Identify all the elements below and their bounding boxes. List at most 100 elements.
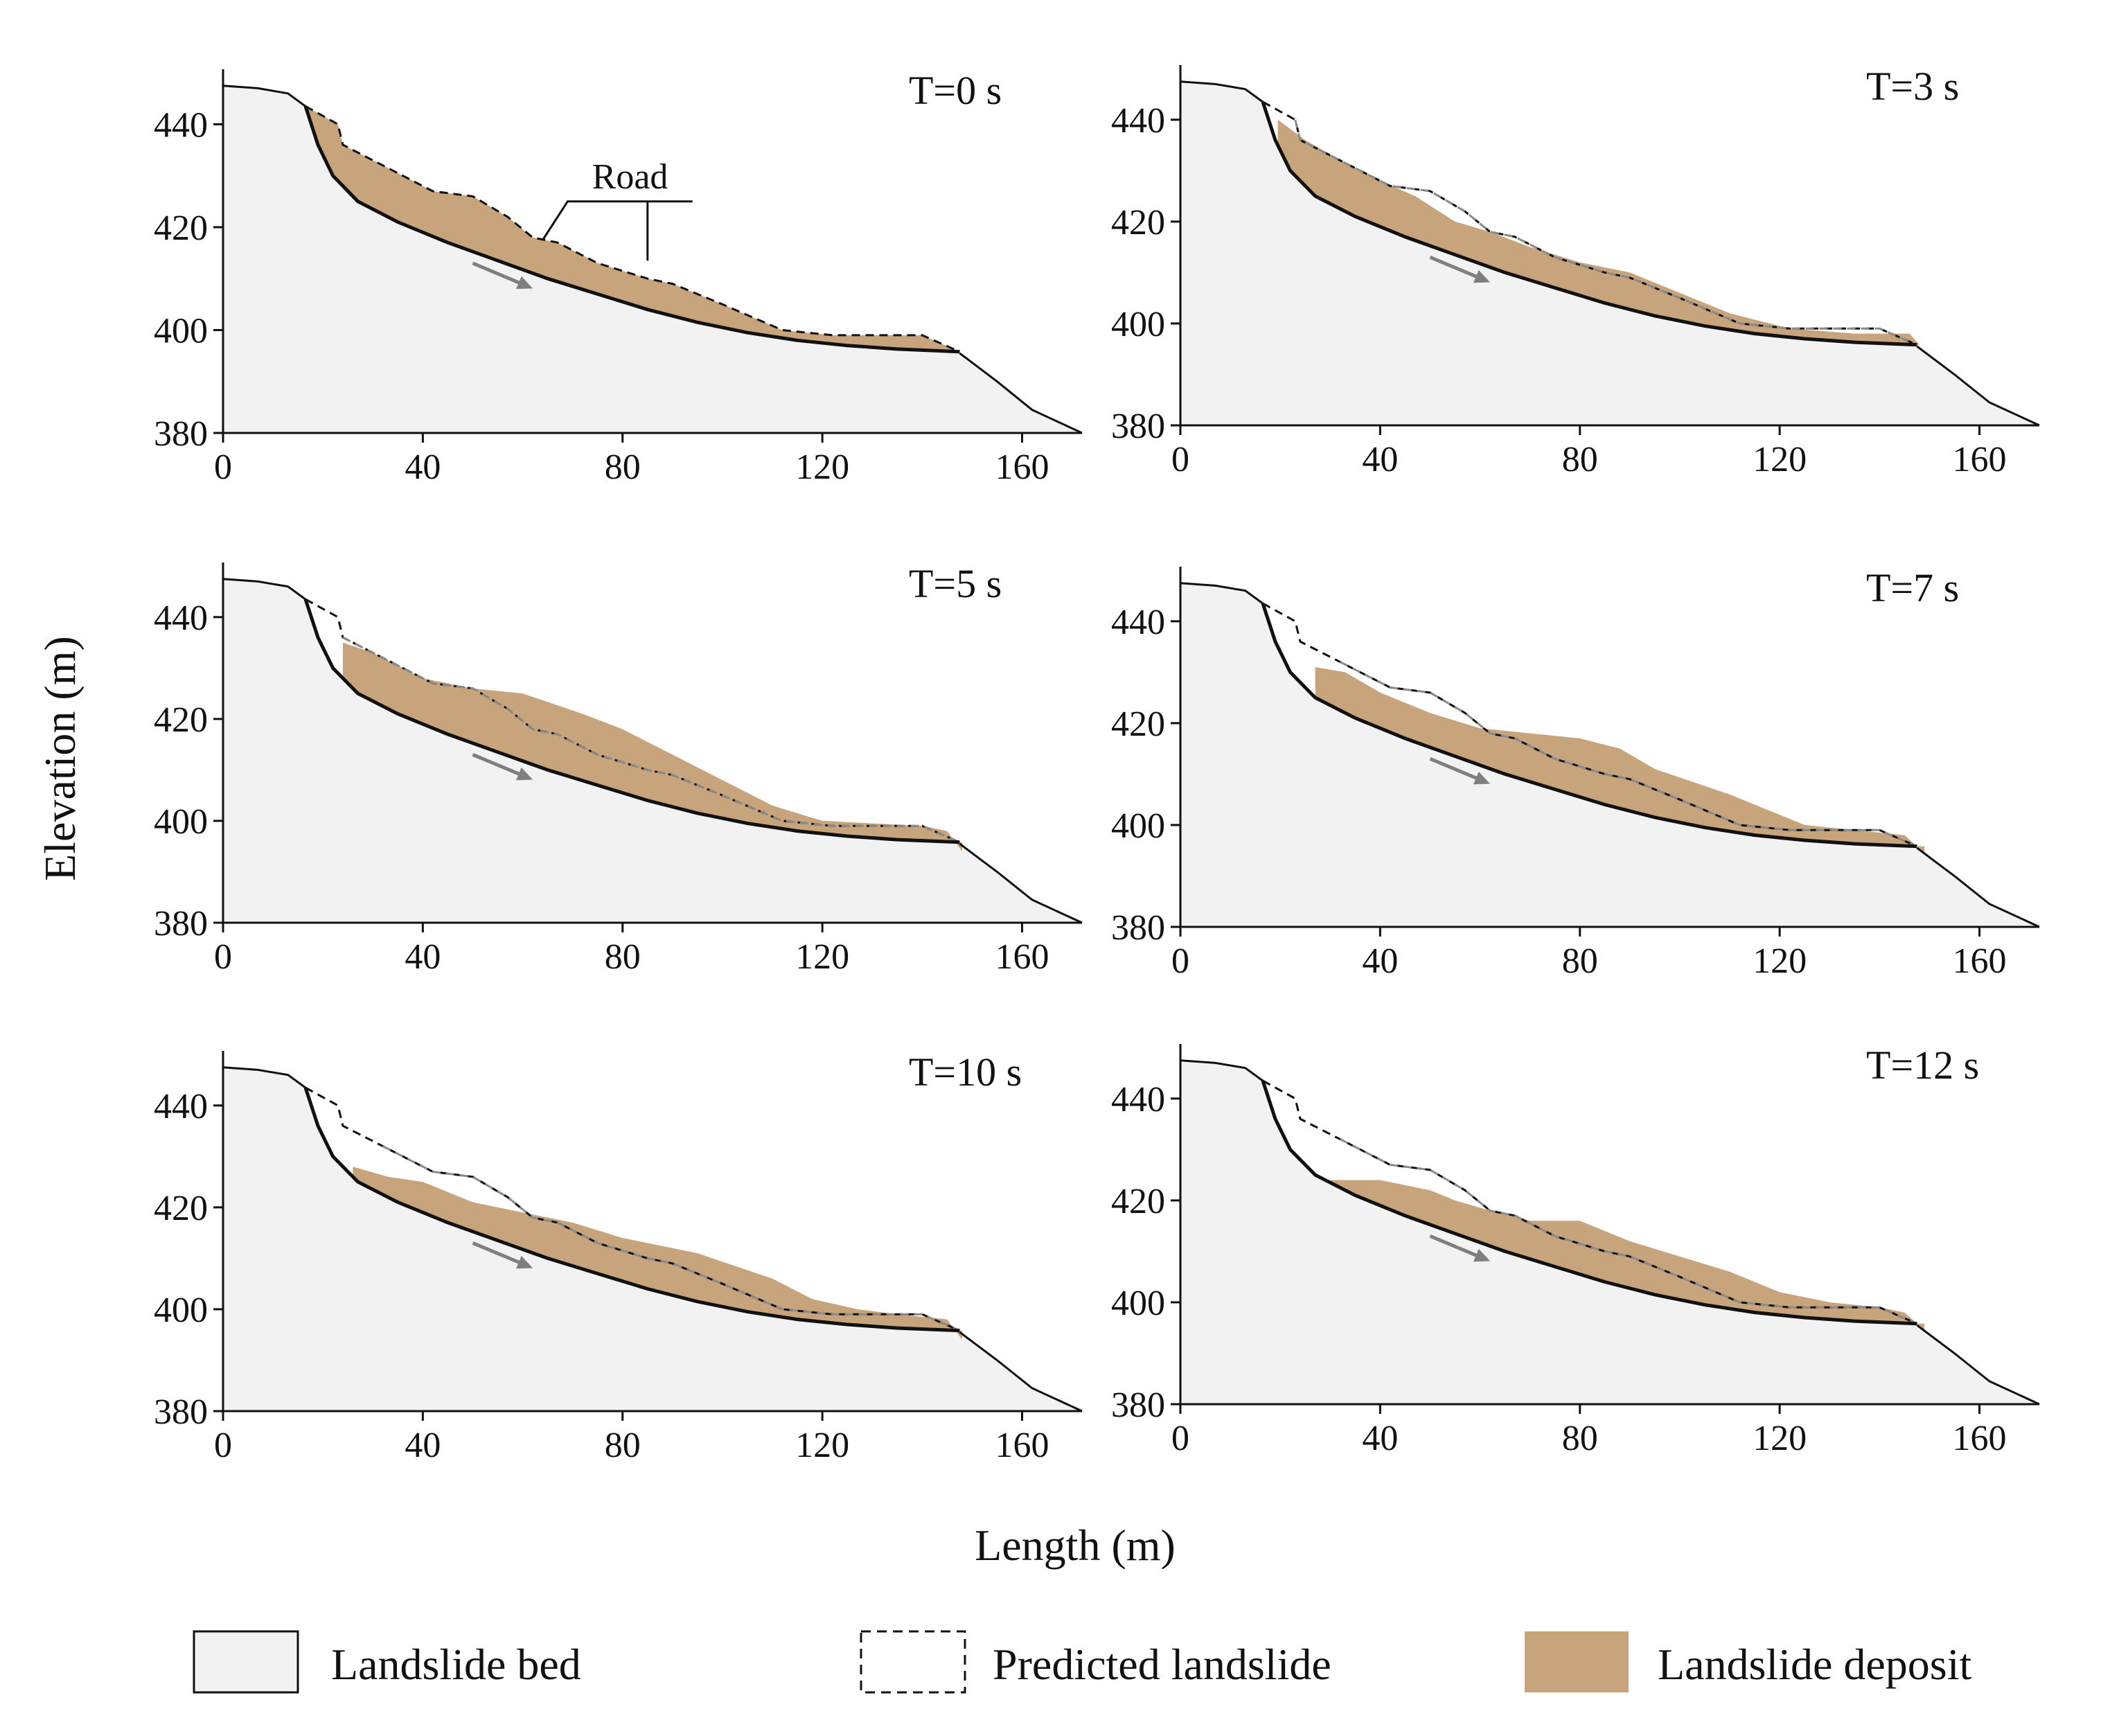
x-tick-label: 80 <box>605 1426 641 1465</box>
panel-4: 380 400 420 440 0 40 80 120 160 T=7 s <box>1111 565 2040 981</box>
landslide-bed-area <box>223 1067 1082 1411</box>
y-tick-label: 400 <box>1111 305 1165 344</box>
terrain-toe-line <box>1916 345 2040 427</box>
y-tick-label: 380 <box>1111 1385 1165 1425</box>
legend: Landslide bed Predicted landslide Landsl… <box>193 1630 1971 1694</box>
landslide-deposit <box>305 106 960 352</box>
x-tick-label: 120 <box>1753 941 1807 981</box>
road-label: Road <box>592 157 668 197</box>
panel-3: 380 400 420 440 0 40 80 120 160 T=5 s <box>154 561 1083 977</box>
panel-time-label: T=7 s <box>1866 565 1959 610</box>
x-tick-label: 80 <box>605 448 641 487</box>
terrain-crest-line <box>222 578 306 601</box>
y-tick-label: 440 <box>1111 603 1165 642</box>
x-axis-label: Length (m) <box>975 1521 1176 1570</box>
x-tick-label: 80 <box>605 937 641 977</box>
terrain-toe-line <box>959 842 1083 924</box>
legend-label-predicted: Predicted landslide <box>993 1640 1331 1689</box>
panel-time-label: T=0 s <box>909 68 1002 113</box>
x-tick-label: 160 <box>1952 440 2006 479</box>
landslide-bed-area <box>1180 81 2039 425</box>
predicted-line-within-deposit <box>1340 661 1917 848</box>
y-tick-label: 400 <box>154 1291 208 1330</box>
predicted-line-within-deposit <box>1340 1138 1917 1325</box>
y-axis-label: Elevation (m) <box>35 636 85 881</box>
terrain-toe-line <box>959 352 1083 434</box>
x-tick-label: 40 <box>405 937 441 977</box>
panel-2: 380 400 420 440 0 40 80 120 160 T=3 s <box>1111 64 2040 479</box>
landslide-deposit <box>343 642 962 852</box>
y-tick-label: 440 <box>154 1087 208 1126</box>
x-tick-label: 120 <box>1753 440 1807 479</box>
x-tick-label: 160 <box>995 937 1049 977</box>
y-tick-label: 380 <box>1111 908 1165 948</box>
movement-arrow-head <box>1473 1248 1491 1262</box>
legend-label-bed: Landslide bed <box>331 1640 581 1689</box>
sliding-surface-line <box>1261 101 1917 347</box>
movement-arrow-head <box>515 1255 533 1269</box>
y-tick-label: 380 <box>1111 407 1165 446</box>
x-tick-label: 80 <box>1562 941 1598 981</box>
x-tick-label: 160 <box>995 448 1049 487</box>
movement-arrow-shaft <box>1429 1234 1486 1261</box>
y-tick-label: 400 <box>154 311 208 351</box>
y-tick-label: 380 <box>154 1392 208 1432</box>
movement-arrow-head <box>1473 771 1491 785</box>
y-tick-label: 440 <box>154 105 208 145</box>
predicted-line-within-deposit <box>382 1145 960 1332</box>
y-tick-label: 380 <box>154 414 208 454</box>
legend-swatch-bed <box>193 1630 299 1694</box>
panel-time-label: T=12 s <box>1866 1043 1979 1088</box>
terrain-toe-line <box>959 1331 1083 1412</box>
terrain-crest-line <box>1180 582 1264 605</box>
movement-arrow-shaft <box>1429 757 1486 783</box>
y-tick-label: 420 <box>154 1189 208 1228</box>
x-tick-label: 120 <box>1753 1419 1807 1458</box>
panel-time-label: T=3 s <box>1866 64 1959 109</box>
landslide-deposit <box>353 1167 962 1340</box>
panel-1: 380 400 420 440 0 40 80 120 160 T=0 s Road <box>154 68 1083 487</box>
x-tick-label: 160 <box>995 1426 1049 1465</box>
predicted-landslide-line <box>305 105 961 353</box>
x-tick-label: 80 <box>1562 1419 1598 1458</box>
landslide-bed-area <box>1180 583 2039 927</box>
x-tick-label: 160 <box>1952 941 2006 981</box>
movement-arrow-shaft <box>472 1241 529 1268</box>
y-tick-label: 440 <box>154 599 208 638</box>
panel-5: 380 400 420 440 0 40 80 120 160 T=10 s <box>154 1049 1083 1465</box>
x-tick-label: 40 <box>1362 1419 1398 1458</box>
x-tick-label: 120 <box>795 1426 849 1465</box>
x-tick-label: 80 <box>1562 440 1598 479</box>
y-tick-label: 420 <box>1111 203 1165 242</box>
panel-6: 380 400 420 440 0 40 80 120 160 T=12 s <box>1111 1043 2040 1458</box>
x-tick-label: 40 <box>1362 941 1398 981</box>
movement-arrow-shaft <box>472 261 529 288</box>
x-tick-label: 0 <box>214 937 232 977</box>
panel-time-label: T=5 s <box>909 561 1002 606</box>
terrain-toe-line <box>1916 847 2040 928</box>
sliding-surface-line <box>1261 1080 1917 1326</box>
y-tick-label: 400 <box>1111 1284 1165 1323</box>
movement-arrow-shaft <box>1429 256 1486 282</box>
legend-swatch-predicted <box>860 1630 966 1694</box>
sliding-surface-line <box>303 599 960 844</box>
x-tick-label: 40 <box>405 448 441 487</box>
terrain-crest-line <box>222 85 306 107</box>
sliding-surface-line <box>303 105 960 354</box>
landslide-bed-area <box>223 578 1082 923</box>
panel-time-label: T=10 s <box>909 1049 1022 1095</box>
sliding-surface-line <box>1261 603 1917 849</box>
y-tick-label: 440 <box>1111 1080 1165 1119</box>
landslide-deposit <box>1315 667 1925 853</box>
terrain-crest-line <box>1180 80 1264 103</box>
x-tick-label: 0 <box>214 1426 232 1465</box>
x-tick-label: 0 <box>1171 1419 1189 1458</box>
landslide-bed-area <box>223 85 1082 433</box>
legend-label-deposit: Landslide deposit <box>1658 1640 1971 1689</box>
x-tick-label: 0 <box>1171 941 1189 981</box>
legend-swatch-deposit <box>1525 1631 1629 1692</box>
x-tick-label: 120 <box>795 937 849 977</box>
y-tick-label: 400 <box>154 802 208 842</box>
y-tick-label: 440 <box>1111 101 1165 141</box>
